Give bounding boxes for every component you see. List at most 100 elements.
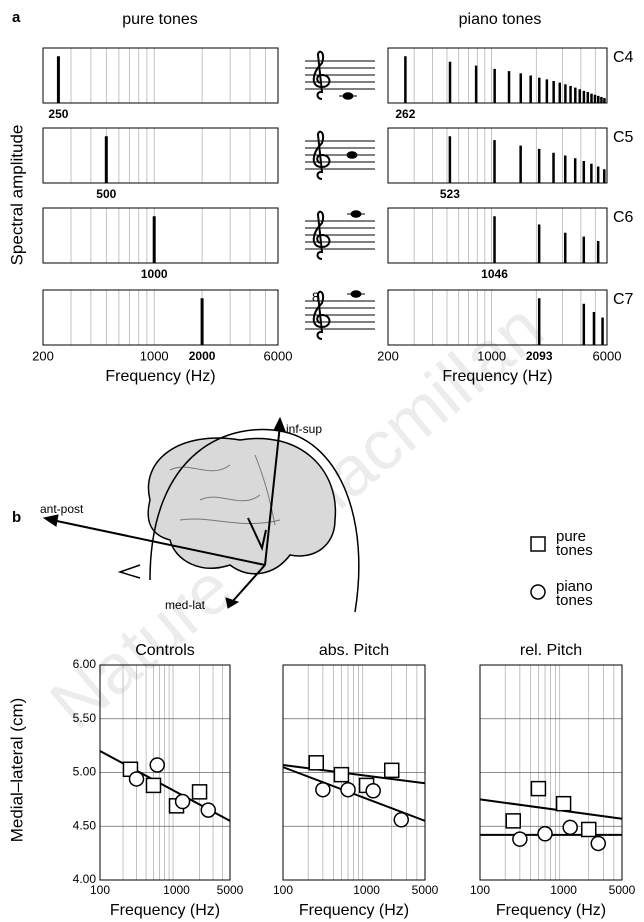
x-axis-label: Frequency (Hz) (110, 902, 220, 919)
point (145, 777, 162, 794)
fit-line (282, 763, 426, 785)
point (333, 766, 350, 783)
fundamental-label: 500 (96, 187, 116, 201)
axis-arrow (264, 424, 281, 566)
plot-frame (479, 664, 623, 881)
column-title: pure tones (122, 11, 198, 28)
x-tick-label: 1000 (477, 348, 506, 363)
y-tick-label: 4.50 (73, 818, 97, 832)
x-axis-label: Frequency (Hz) (496, 902, 606, 919)
fundamental-label: 262 (395, 107, 415, 121)
arrowhead (273, 416, 286, 432)
point (315, 781, 331, 798)
point (555, 795, 572, 812)
x-tick-label: 6000 (593, 348, 622, 363)
x-tick-label: 1000 (550, 883, 577, 897)
x-tick-label: 100 (470, 883, 490, 897)
axis-arrow (51, 519, 266, 566)
x-tick-label: 1000 (163, 883, 190, 897)
x-axis-label: Frequency (Hz) (442, 368, 552, 385)
point (149, 757, 165, 773)
clef (312, 130, 331, 180)
x-tick-label: 5000 (609, 883, 636, 897)
x-tick-label: 6000 (264, 348, 293, 363)
axis-arrow (231, 564, 266, 603)
point (200, 802, 217, 818)
brain-outline (147, 437, 337, 575)
point (128, 771, 145, 787)
chart-title: Controls (135, 642, 195, 659)
legend-label: piano tones (556, 578, 593, 609)
arrow (247, 517, 267, 552)
plot-frame (387, 207, 608, 264)
x-tick-label: 100 (90, 883, 110, 897)
plot-frame (42, 289, 279, 346)
plot-frame (387, 47, 608, 104)
x-tick-label: 100 (273, 883, 293, 897)
y-tick-label: 6.00 (73, 657, 97, 671)
note-label: C5 (613, 129, 634, 146)
point (580, 821, 597, 838)
plot-frame (387, 127, 608, 184)
fit-line (479, 798, 623, 820)
clef (312, 210, 331, 260)
chart-title: abs. Pitch (319, 642, 389, 659)
point (512, 831, 528, 847)
note-label: C7 (613, 291, 634, 308)
legend-marker (530, 584, 546, 600)
legend-label: pure tones (556, 528, 593, 559)
fundamental-label: 2093 (526, 349, 553, 363)
plot-frame (42, 127, 279, 184)
point (537, 826, 553, 842)
x-tick-label: 5000 (412, 883, 439, 897)
plot-frame (42, 207, 279, 264)
plot-frame (387, 289, 608, 346)
axis-label: med-lat (165, 598, 206, 612)
x-tick-label: 1000 (353, 883, 380, 897)
point (562, 819, 578, 836)
plot-frame (42, 47, 279, 104)
note (346, 151, 358, 159)
eye-mark (117, 564, 141, 579)
point (308, 755, 325, 771)
y-tick-label: 5.50 (73, 711, 97, 725)
arrowhead (225, 597, 240, 609)
fundamental-label: 1000 (141, 267, 168, 281)
column-title: piano tones (459, 11, 542, 28)
x-tick-label: 200 (32, 348, 54, 363)
point (590, 835, 607, 852)
point (365, 783, 381, 799)
plot-frame (282, 664, 426, 881)
brain (42, 416, 360, 613)
plot-frame (99, 664, 231, 881)
arrowhead (42, 514, 59, 527)
chart-title: rel. Pitch (520, 642, 582, 659)
x-tick-label: 5000 (217, 883, 244, 897)
panel-label: b (12, 509, 21, 526)
note-label: C4 (613, 49, 634, 66)
clef (312, 50, 331, 100)
fundamental-label: 2000 (189, 349, 216, 363)
octave-mark: 8 (312, 289, 319, 304)
note-label: C6 (613, 209, 634, 226)
point (383, 762, 400, 779)
fundamental-label: 250 (48, 107, 68, 121)
head-arc (149, 428, 360, 613)
y-tick-label: 4.00 (73, 872, 97, 886)
fundamental-label: 1046 (481, 267, 508, 281)
axis-label: inf-sup (286, 422, 322, 436)
panel-label: a (12, 9, 21, 26)
x-axis-label: Frequency (Hz) (105, 368, 215, 385)
point (340, 781, 356, 798)
x-tick-label: 200 (377, 348, 399, 363)
legend-marker (530, 536, 546, 552)
clef (312, 290, 331, 340)
point (530, 780, 547, 797)
y-tick-label: 5.00 (73, 765, 97, 779)
point (174, 793, 191, 810)
point (393, 812, 410, 828)
axis-label: ant-post (40, 502, 84, 516)
fundamental-label: 523 (440, 187, 460, 201)
x-tick-label: 1000 (140, 348, 169, 363)
